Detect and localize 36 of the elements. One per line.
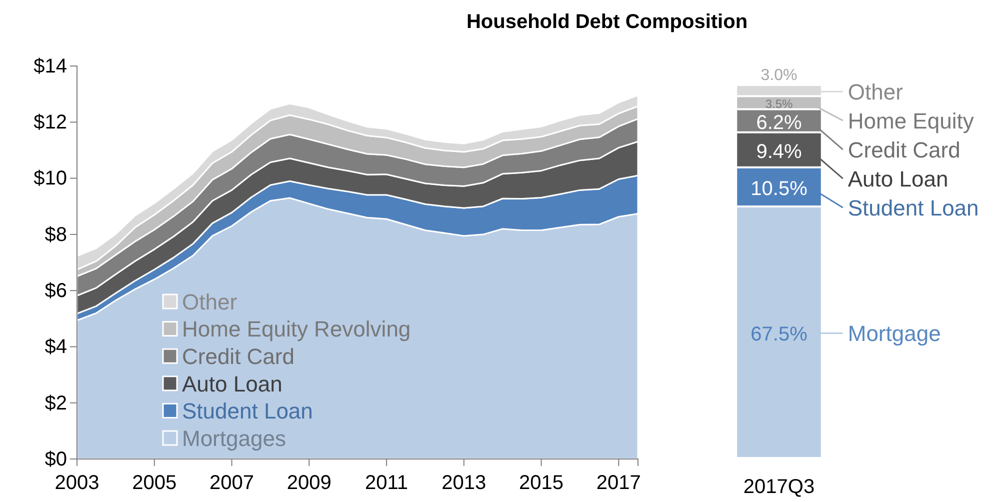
y-tick-label: $12 xyxy=(34,112,67,134)
y-tick-label: $4 xyxy=(44,336,67,358)
x-tick-label: 2005 xyxy=(132,472,177,494)
chart-title: Household Debt Composition xyxy=(466,11,748,33)
y-tick-label: $10 xyxy=(34,168,67,190)
data-label: 6.2% xyxy=(756,112,802,134)
x-tick-label: 2007 xyxy=(210,472,254,494)
data-label: 10.5% xyxy=(750,178,808,200)
y-tick-label: $0 xyxy=(44,448,67,470)
legend-label: Mortgage xyxy=(848,321,941,346)
x-tick-label: 2017Q3 xyxy=(743,476,815,498)
x-tick-label: 2015 xyxy=(519,472,564,494)
legend-label: Mortgages xyxy=(182,426,286,451)
legend-label: Auto Loan xyxy=(848,166,948,192)
legend-label: Home Equity xyxy=(848,108,974,134)
x-tick-label: 2011 xyxy=(365,472,408,494)
legend-label: Student Loan xyxy=(182,398,313,424)
x-tick-label: 2009 xyxy=(286,472,332,494)
data-label: 9.4% xyxy=(756,141,802,164)
legend-label: Other xyxy=(182,289,238,314)
legend-label: Home Equity Revolving xyxy=(182,316,411,342)
y-tick-label: $6 xyxy=(44,280,67,302)
x-tick-label: 2017 xyxy=(596,472,641,494)
legend-label: Auto Loan xyxy=(182,371,282,396)
data-label: 3.0% xyxy=(760,66,798,84)
data-label: 3.5% xyxy=(765,97,793,112)
legend-label: Student Loan xyxy=(848,196,979,221)
y-tick-label: $2 xyxy=(44,392,67,414)
x-tick-label: 2003 xyxy=(54,472,100,494)
legend-label: Other xyxy=(848,80,903,105)
y-tick-label: $14 xyxy=(34,55,67,78)
x-tick-label: 2013 xyxy=(442,472,486,494)
y-tick-label: $8 xyxy=(44,224,67,246)
legend-label: Credit Card xyxy=(848,138,960,163)
data-label: 67.5% xyxy=(750,323,808,346)
legend-label: Credit Card xyxy=(182,344,294,370)
